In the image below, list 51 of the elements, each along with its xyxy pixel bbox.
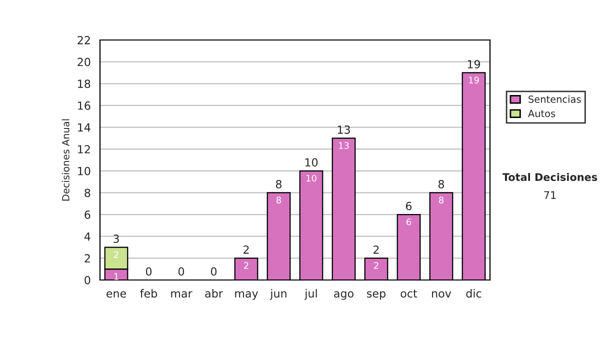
x-tick-label: jul	[304, 289, 317, 300]
total-label: 19	[468, 60, 480, 68]
x-tick-label: oct	[400, 290, 418, 298]
y-tick-label: 2	[84, 254, 90, 262]
data-label: 8	[276, 196, 282, 204]
y-tick-label: 8	[84, 188, 90, 198]
y-tick-label: 18	[78, 80, 90, 88]
x-tick-label: mar	[171, 291, 192, 298]
total-label: 0	[178, 267, 184, 276]
y-tick-label: 6	[84, 210, 90, 219]
data-label: 2	[244, 262, 248, 269]
data-label: 2	[114, 251, 118, 258]
total-label: 10	[305, 158, 318, 167]
total-label: 6	[406, 202, 412, 210]
x-tick-label: dic	[466, 289, 482, 298]
x-tick-label: nov	[432, 291, 452, 298]
total-label: 3	[114, 234, 119, 243]
legend-label: Sentencias	[528, 95, 581, 103]
y-axis-title: Decisiones Anual	[62, 119, 70, 201]
total-label: 0	[146, 267, 152, 276]
text: Total Decisiones	[502, 172, 598, 182]
data-label: 19	[469, 76, 479, 84]
total-label: 2	[244, 245, 249, 254]
total-label: 13	[338, 125, 350, 134]
legend-label: Autos	[528, 110, 556, 118]
total-label: 2	[374, 245, 379, 254]
x-tick-label: abr	[205, 289, 223, 298]
x-tick-label: ago	[334, 291, 354, 300]
data-label: 10	[306, 174, 316, 182]
data-label: 2	[374, 262, 378, 269]
total-label: 0	[210, 267, 217, 276]
y-tick-label: 14	[78, 123, 90, 132]
data-label: 6	[406, 218, 412, 226]
x-tick-label: sep	[367, 291, 386, 300]
x-tick-label: ene	[106, 291, 126, 298]
y-tick-label: 0	[84, 276, 90, 284]
x-tick-label: may	[235, 291, 258, 300]
y-tick-label: 20	[78, 58, 90, 66]
total-label: 8	[276, 180, 282, 188]
x-tick-label: jun	[270, 289, 286, 300]
data-label: 1	[114, 273, 118, 280]
total-label: 8	[438, 180, 444, 188]
y-tick-label: 4	[84, 232, 90, 241]
data-label: 8	[438, 196, 444, 204]
y-tick-label: 22	[78, 36, 90, 44]
y-tick-label: 12	[78, 145, 90, 154]
data-label: 13	[339, 142, 349, 149]
text: 71	[544, 191, 556, 199]
y-tick-label: 10	[78, 166, 90, 176]
x-tick-label: feb	[140, 289, 158, 298]
y-tick-label: 16	[78, 101, 90, 110]
